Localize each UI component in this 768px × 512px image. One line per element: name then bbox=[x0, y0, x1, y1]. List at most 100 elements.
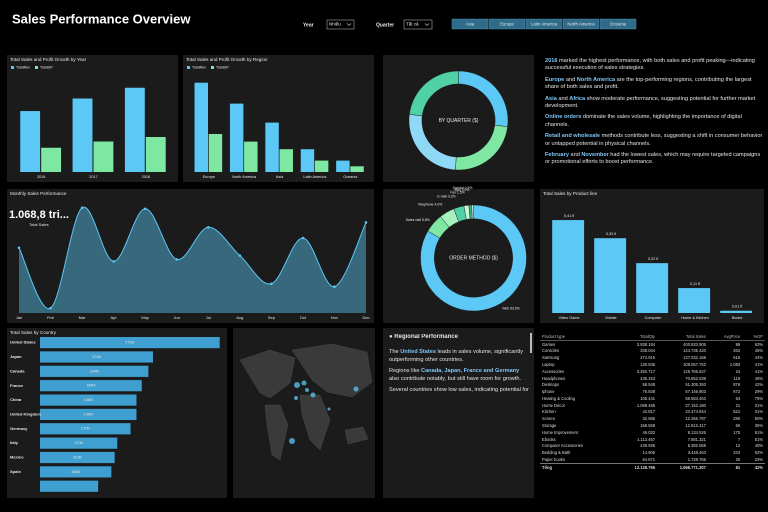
bar bbox=[552, 220, 585, 313]
legend-swatch bbox=[211, 66, 214, 69]
cell: 5.382.068 bbox=[687, 443, 706, 449]
paragraph: Regions like Canada, Japan, France and G… bbox=[389, 368, 529, 383]
cell: 108.057.752 bbox=[683, 362, 706, 368]
cell: 26 bbox=[735, 456, 741, 462]
cell: 42% bbox=[754, 382, 763, 388]
region-button[interactable] bbox=[451, 18, 489, 30]
bar bbox=[678, 288, 711, 313]
cell: 125.766.527 bbox=[683, 368, 706, 374]
cell: Iphone bbox=[542, 389, 555, 395]
legend-swatch bbox=[187, 66, 190, 69]
x-tick-label: Jun bbox=[174, 315, 180, 320]
cell: 137.032.168 bbox=[683, 355, 706, 361]
column-header: TotalQty bbox=[615, 333, 658, 341]
point bbox=[270, 282, 273, 286]
x-tick-label: Dec bbox=[362, 315, 369, 320]
value-label: 154M bbox=[86, 384, 95, 388]
bar bbox=[279, 149, 293, 172]
year-dropdown[interactable] bbox=[326, 19, 355, 30]
bar bbox=[145, 137, 166, 172]
cell: 46.032 bbox=[642, 429, 656, 435]
map-bubbles bbox=[289, 380, 359, 444]
cell: 51% bbox=[754, 436, 763, 442]
cell: Samsung bbox=[542, 355, 560, 361]
point bbox=[112, 260, 115, 263]
filter-label: Year bbox=[303, 22, 314, 28]
scrollbar[interactable] bbox=[530, 333, 532, 353]
x-tick-label: Home & Kitchen bbox=[681, 316, 708, 320]
bar bbox=[40, 466, 112, 478]
y-tick-label: Germany bbox=[10, 426, 28, 431]
table-row: Storage 168.558 12.812.417 56 36% bbox=[540, 422, 765, 429]
cell: 41% bbox=[754, 362, 763, 368]
bar bbox=[265, 122, 279, 172]
bar bbox=[40, 437, 118, 449]
point bbox=[206, 225, 210, 229]
slice-label: Telephone 4,6% bbox=[418, 202, 442, 206]
product-table: Product type TotalQty Total Sales AvgPrice%… bbox=[540, 333, 765, 471]
region-button[interactable] bbox=[525, 18, 563, 30]
text-run: 2016 bbox=[545, 58, 558, 64]
cell: Consoles bbox=[542, 348, 560, 354]
kpi-label: Total Sales bbox=[29, 222, 49, 227]
table-row: Accessories 3.250.717 125.766.527 24 41% bbox=[540, 368, 765, 375]
cell: 119 bbox=[733, 375, 741, 381]
text-run: methods contribute less, suggesting a sh… bbox=[545, 133, 763, 147]
value-label: 0,22 tỉ bbox=[648, 257, 658, 261]
cell: 63% bbox=[754, 341, 763, 347]
cell: 1.113.467 bbox=[637, 436, 656, 442]
legend-label: TotalRev bbox=[192, 66, 206, 70]
bar bbox=[720, 310, 753, 313]
x-tick-label: Jan bbox=[16, 315, 22, 320]
cell: 12 bbox=[735, 443, 741, 449]
cell: 99 bbox=[735, 341, 741, 347]
value-label: 0,33 tỉ bbox=[606, 232, 616, 236]
text-run: Online orders bbox=[545, 114, 582, 121]
bar bbox=[229, 103, 244, 172]
region-button[interactable] bbox=[562, 18, 600, 30]
cell: 27.152.180 bbox=[685, 402, 706, 408]
donut-slice bbox=[420, 204, 527, 312]
x-tick-label: Jul bbox=[206, 315, 211, 320]
y-tick-label: United States bbox=[10, 340, 36, 345]
cell: Tổng bbox=[540, 462, 616, 471]
text-run: Canada, Japan, France and Germany bbox=[421, 368, 520, 375]
value-label: 0,41 tỉ bbox=[564, 214, 574, 218]
y-tick-label: Japan bbox=[10, 354, 22, 359]
column-header: Product type bbox=[540, 333, 616, 341]
kpi-value: 1.068,8 tri... bbox=[9, 209, 69, 221]
area bbox=[19, 207, 366, 313]
x-tick-label: Oct bbox=[300, 315, 307, 320]
regional-text: The United States leads in sales volume,… bbox=[389, 349, 529, 394]
region-button[interactable] bbox=[488, 18, 526, 30]
cell: 64.871 bbox=[642, 456, 656, 462]
text-run: also contribute notably, but still have … bbox=[389, 375, 522, 382]
slice-category: Web bbox=[502, 306, 509, 310]
region-label: Oceania bbox=[610, 22, 627, 27]
slice-value: 1,5% bbox=[457, 190, 465, 194]
value-label: 146M bbox=[84, 398, 93, 402]
x-tick-label: May bbox=[141, 315, 149, 320]
table-row: Iphone 76.838 57.146.903 672 29% bbox=[540, 388, 765, 395]
slice-label: Mail 0,9% bbox=[455, 188, 470, 192]
slice-category: Telephone bbox=[418, 202, 434, 206]
point bbox=[238, 254, 242, 257]
regional-panel: ● Regional Performance The United States… bbox=[389, 334, 529, 494]
text-run: The bbox=[389, 349, 401, 356]
legend-swatch bbox=[35, 66, 38, 69]
cell: 58.583.463 bbox=[685, 395, 706, 401]
cell: 51.308.393 bbox=[685, 382, 706, 388]
region-button[interactable] bbox=[599, 18, 637, 30]
cell: 8.134.526 bbox=[687, 429, 706, 435]
slice-category: Sales visit bbox=[406, 218, 421, 222]
cell: 7.881.321 bbox=[687, 436, 706, 442]
panel-title: Total Sales and Profit Growth by Region bbox=[186, 57, 268, 62]
cell: 70.653.039 bbox=[685, 375, 706, 381]
bar bbox=[300, 149, 315, 172]
point bbox=[49, 306, 52, 310]
bar bbox=[93, 141, 114, 172]
quarter-dropdown[interactable] bbox=[403, 19, 433, 30]
point bbox=[364, 221, 368, 224]
bar bbox=[594, 238, 627, 313]
